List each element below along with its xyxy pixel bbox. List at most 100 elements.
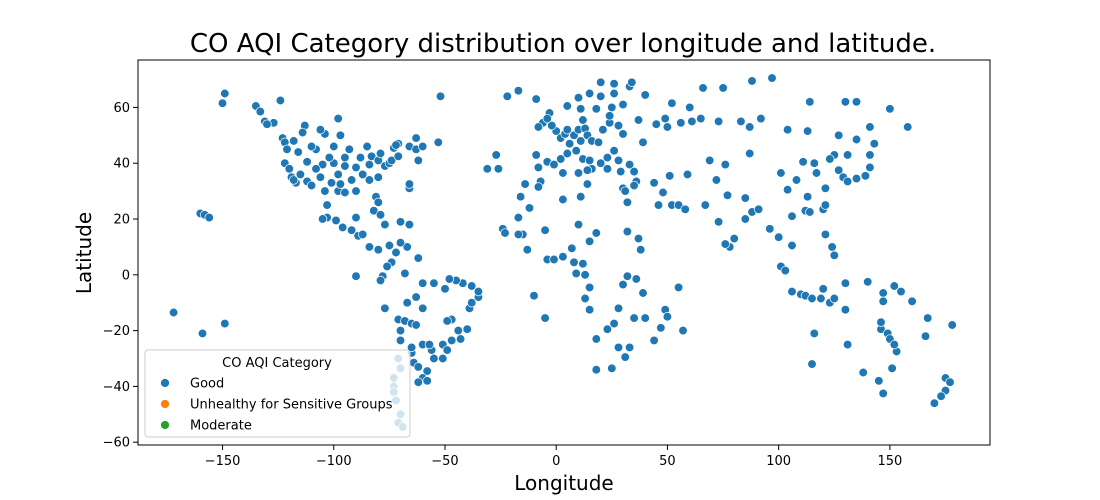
- chart-title: CO AQI Category distribution over longit…: [190, 29, 936, 59]
- data-point: [467, 298, 477, 308]
- data-point: [818, 284, 828, 294]
- data-point: [442, 316, 452, 326]
- data-point: [331, 215, 341, 226]
- data-point: [455, 334, 466, 344]
- data-point: [373, 245, 383, 255]
- data-point: [311, 164, 321, 174]
- data-point: [602, 324, 613, 334]
- data-point: [622, 197, 633, 207]
- data-point: [584, 88, 595, 99]
- data-point: [297, 127, 308, 138]
- x-tick-label: −150: [205, 454, 241, 469]
- data-point: [573, 219, 584, 230]
- data-point: [618, 279, 628, 290]
- data-point: [584, 282, 595, 293]
- data-point: [482, 164, 492, 174]
- data-point: [658, 187, 668, 198]
- data-point: [718, 83, 728, 93]
- data-point: [262, 119, 272, 129]
- data-point: [578, 115, 588, 125]
- data-point: [320, 186, 330, 196]
- data-point: [923, 313, 933, 323]
- data-point: [395, 325, 406, 336]
- data-point: [500, 228, 510, 238]
- data-point: [275, 95, 286, 106]
- data-point: [333, 169, 343, 180]
- data-point: [629, 166, 639, 177]
- data-point: [558, 252, 568, 262]
- data-point: [302, 157, 312, 167]
- data-point: [602, 152, 613, 163]
- data-point: [667, 98, 677, 108]
- x-tick-label: 100: [766, 454, 791, 469]
- data-point: [863, 277, 873, 287]
- data-point: [351, 186, 361, 196]
- data-point: [402, 242, 412, 252]
- data-point: [576, 192, 586, 202]
- data-point: [936, 391, 946, 401]
- data-point: [805, 207, 815, 217]
- data-point: [197, 328, 208, 339]
- data-point: [609, 146, 619, 156]
- data-point: [698, 83, 708, 93]
- data-point: [889, 339, 899, 350]
- data-point: [903, 122, 913, 132]
- x-tick-label: −100: [316, 454, 352, 469]
- data-point: [531, 94, 541, 104]
- x-tick-label: −50: [431, 454, 458, 469]
- data-point: [929, 398, 940, 408]
- data-point: [422, 366, 432, 376]
- data-point: [333, 113, 343, 124]
- data-point: [433, 137, 443, 147]
- data-point: [564, 139, 575, 149]
- data-point: [629, 180, 639, 191]
- legend: CO AQI Category Good Unhealthy for Sensit…: [144, 349, 411, 438]
- data-point: [373, 172, 383, 182]
- data-point: [533, 122, 544, 132]
- data-point: [220, 318, 230, 329]
- legend-box: [144, 349, 411, 438]
- data-point: [607, 102, 617, 113]
- data-point: [418, 141, 428, 152]
- data-point: [776, 168, 786, 178]
- data-point: [649, 335, 659, 346]
- data-point: [631, 274, 641, 284]
- data-point: [842, 339, 853, 350]
- data-point: [306, 180, 317, 191]
- data-point: [442, 345, 452, 355]
- data-point: [573, 93, 584, 103]
- data-point: [573, 168, 584, 178]
- data-point: [947, 320, 957, 330]
- data-point: [696, 113, 706, 124]
- data-point: [851, 134, 862, 145]
- data-point: [885, 104, 895, 114]
- data-point: [787, 286, 797, 297]
- data-point: [513, 229, 524, 240]
- data-point: [591, 104, 601, 114]
- data-point: [315, 125, 326, 135]
- data-point: [578, 259, 588, 269]
- data-point: [660, 113, 670, 124]
- data-point: [580, 270, 590, 280]
- data-point: [805, 97, 815, 107]
- data-point: [395, 335, 406, 346]
- data-point: [765, 224, 775, 234]
- data-point: [413, 377, 423, 387]
- data-point: [662, 312, 673, 322]
- data-point: [558, 194, 568, 205]
- data-point: [613, 120, 624, 131]
- data-point: [720, 159, 730, 170]
- data-point: [591, 365, 601, 375]
- data-point: [289, 136, 299, 146]
- data-point: [740, 193, 750, 203]
- data-point: [400, 268, 410, 279]
- data-point: [571, 268, 581, 279]
- data-point: [306, 141, 317, 152]
- data-point: [351, 212, 361, 223]
- data-point: [747, 76, 757, 86]
- data-point: [851, 173, 862, 184]
- data-point: [584, 305, 595, 315]
- data-point: [411, 320, 421, 330]
- data-point: [920, 331, 931, 341]
- data-point: [602, 164, 613, 174]
